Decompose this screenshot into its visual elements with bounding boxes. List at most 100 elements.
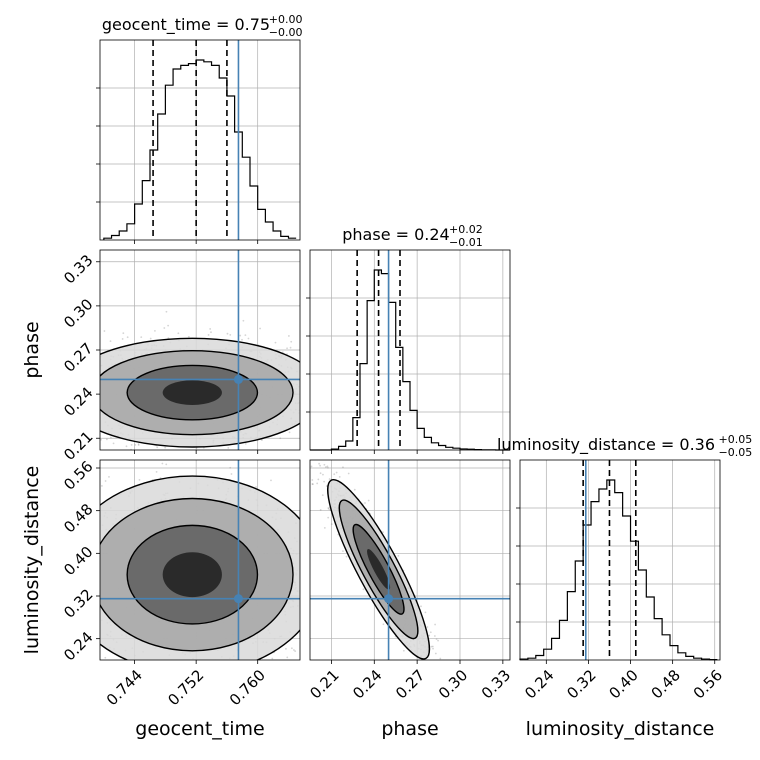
sample-point [327,466,329,469]
sample-point [54,557,56,559]
sample-point [201,687,203,689]
sample-point [77,381,79,383]
sample-point [102,681,104,683]
sample-point [330,523,333,525]
title-superscript: +0.02 [449,223,483,236]
sample-point [326,397,328,399]
sample-point [108,476,110,478]
sample-point [86,577,88,579]
sample-point [228,714,230,716]
sample-point [161,462,164,465]
sample-point [335,627,337,629]
sample-point [430,645,433,648]
sample-point [89,383,91,385]
sample-point [270,479,272,482]
sample-point [187,335,190,338]
sample-point [229,710,231,712]
sample-point [302,592,304,594]
sample-point [126,336,129,339]
sample-point [439,714,441,716]
sample-point [94,668,96,670]
sample-point [76,382,78,384]
sample-point [290,340,293,343]
sample-point [161,680,163,682]
density-contour [162,380,222,405]
sample-point [65,434,67,436]
sample-point [58,388,60,390]
axis-label-y: phase [21,321,43,378]
sample-point [303,397,305,399]
panel-title-luminosity_distance: luminosity_distance = 0.36 [497,435,715,455]
sample-point [317,555,319,557]
sample-point [434,662,436,664]
sample-point [325,466,327,468]
sample-point [80,540,82,542]
sample-point [311,483,314,486]
sample-point [52,575,54,577]
sample-point [324,593,326,595]
sample-point [344,600,346,602]
sample-point [433,678,435,680]
sample-point [14,382,16,384]
x-tick-label: 0.56 [690,666,726,702]
sample-point [322,371,324,373]
sample-point [94,527,96,529]
sample-point [319,464,321,467]
sample-point [73,422,75,424]
sample-point [304,377,306,379]
sample-point [137,443,140,445]
sample-point [88,568,90,570]
sample-point [358,593,360,595]
sample-point [301,400,303,402]
sample-point [323,463,326,466]
sample-point [435,638,438,641]
sample-point [433,674,435,676]
sample-point [110,461,112,463]
truth-marker [233,374,243,384]
sample-point [301,571,303,573]
sample-point [316,482,319,485]
sample-point [147,662,149,664]
sample-point [94,560,96,562]
sample-point [89,385,91,387]
sample-point [88,581,90,583]
sample-point [435,682,437,684]
sample-point [285,452,287,454]
sample-point [290,670,292,672]
sample-point [397,554,400,557]
sample-point [103,330,106,332]
sample-point [63,381,65,383]
axis-label-y: luminosity_distance [21,466,43,655]
sample-point [57,579,59,581]
sample-point [109,340,112,343]
sample-point [125,445,128,448]
histogram-phase [310,269,510,451]
sample-point [325,455,327,457]
sample-point [47,414,49,416]
sample-point [111,680,113,682]
sample-point [242,319,245,322]
panel-phase-vs-luminosity_distance [309,459,511,661]
sample-point [92,363,94,365]
sample-point [102,661,104,663]
sample-point [318,584,320,586]
sample-point [201,671,203,673]
sample-point [61,595,63,597]
sample-point [54,390,56,392]
x-tick-label: 0.30 [435,666,471,702]
sample-point [334,570,336,572]
sample-point [260,439,263,441]
sample-point [173,457,175,459]
sample-point [362,588,365,591]
sample-point [319,472,322,475]
sample-point [63,413,65,415]
histogram-geocent_time [103,59,297,240]
sample-point [180,462,182,464]
sample-point [334,375,336,377]
y-tick-label: 0.40 [60,543,96,579]
y-tick-label: 0.48 [60,500,96,536]
sample-point [160,456,162,458]
sample-point [434,623,437,626]
y-tick-label: 0.30 [60,295,96,331]
sample-point [367,499,370,502]
